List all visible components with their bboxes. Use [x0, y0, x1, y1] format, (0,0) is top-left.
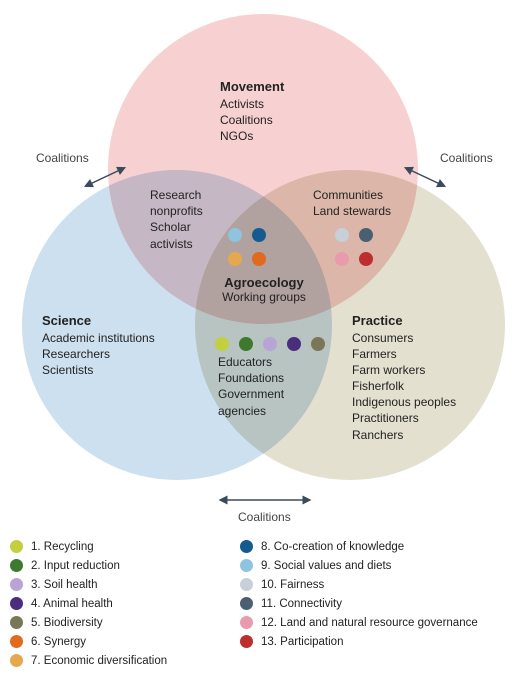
label-practice-item: Indigenous peoples — [352, 394, 456, 410]
label-movement-item: Coalitions — [220, 112, 284, 128]
label-practice-item: Farm workers — [352, 362, 456, 378]
legend-item: 5. Biodiversity — [10, 616, 240, 629]
legend-swatch — [240, 597, 253, 610]
label-movement-title: Movement — [220, 78, 284, 96]
legend-text: 4. Animal health — [31, 598, 113, 610]
arrow-icon — [400, 163, 450, 193]
principle-dot — [215, 337, 229, 351]
legend-item: 1. Recycling — [10, 540, 240, 553]
label-practice-item: Practitioners — [352, 410, 456, 426]
legend-swatch — [10, 654, 23, 667]
principle-dot — [287, 337, 301, 351]
label-science-item: Academic institutions — [42, 330, 155, 346]
legend-col-left: 1. Recycling 2. Input reduction 3. Soil he… — [10, 540, 240, 667]
label-practice-item: Farmers — [352, 346, 456, 362]
label-center-subtitle: Working groups — [204, 290, 324, 304]
legend-swatch — [10, 559, 23, 572]
legend-text: 11. Connectivity — [261, 598, 342, 610]
legend-item: 8. Co-creation of knowledge — [240, 540, 478, 553]
principle-dot — [359, 228, 373, 242]
legend-item: 4. Animal health — [10, 597, 240, 610]
label-ms-item: Scholar — [150, 219, 203, 235]
principle-dot — [335, 228, 349, 242]
arrow-icon — [215, 492, 315, 508]
legend-item: 2. Input reduction — [10, 559, 240, 572]
label-ms-item: Research — [150, 187, 203, 203]
label-practice-item: Ranchers — [352, 427, 456, 443]
principle-dot — [263, 337, 277, 351]
legend-text: 1. Recycling — [31, 541, 94, 553]
principle-dot — [359, 252, 373, 266]
label-sp-item: Foundations — [218, 370, 284, 386]
label-science-practice: Educators Foundations Government agencie… — [218, 354, 284, 419]
legend-swatch — [240, 616, 253, 629]
legend-text: 3. Soil health — [31, 579, 98, 591]
legend-item: 3. Soil health — [10, 578, 240, 591]
legend-swatch — [240, 540, 253, 553]
coalition-label-b: Coalitions — [238, 510, 291, 524]
principle-dot — [311, 337, 325, 351]
legend-text: 13. Participation — [261, 636, 343, 648]
label-science-item: Scientists — [42, 362, 155, 378]
label-science-title: Science — [42, 312, 155, 330]
legend-swatch — [10, 635, 23, 648]
label-movement-practice: Communities Land stewards — [313, 187, 391, 219]
legend-item: 6. Synergy — [10, 635, 240, 648]
legend-swatch — [10, 578, 23, 591]
legend-text: 6. Synergy — [31, 636, 86, 648]
label-science: Science Academic institutions Researcher… — [42, 312, 155, 378]
principle-dot — [239, 337, 253, 351]
legend-item: 7. Economic diversification — [10, 654, 240, 667]
legend-text: 5. Biodiversity — [31, 617, 103, 629]
principle-dot — [228, 252, 242, 266]
legend-swatch — [10, 616, 23, 629]
label-practice-item: Consumers — [352, 330, 456, 346]
legend-item: 11. Connectivity — [240, 597, 478, 610]
label-sp-item: Government — [218, 386, 284, 402]
legend: 1. Recycling 2. Input reduction 3. Soil he… — [10, 540, 517, 667]
principle-dot — [252, 252, 266, 266]
label-movement-item: Activists — [220, 96, 284, 112]
principle-dot — [228, 228, 242, 242]
label-practice-item: Fisherfolk — [352, 378, 456, 394]
label-ms-item: activists — [150, 236, 203, 252]
label-mp-item: Land stewards — [313, 203, 391, 219]
label-center-title: Agroecology — [204, 275, 324, 290]
legend-swatch — [240, 578, 253, 591]
label-movement-item: NGOs — [220, 128, 284, 144]
label-ms-item: nonprofits — [150, 203, 203, 219]
principle-dot — [335, 252, 349, 266]
legend-swatch — [10, 540, 23, 553]
legend-text: 12. Land and natural resource governance — [261, 617, 478, 629]
label-sp-item: Educators — [218, 354, 284, 370]
legend-text: 7. Economic diversification — [31, 655, 167, 667]
legend-text: 10. Fairness — [261, 579, 324, 591]
legend-text: 2. Input reduction — [31, 560, 120, 572]
legend-swatch — [240, 635, 253, 648]
label-movement: Movement Activists Coalitions NGOs — [220, 78, 284, 144]
label-practice-title: Practice — [352, 312, 456, 330]
legend-col-right: 8. Co-creation of knowledge 9. Social va… — [240, 540, 478, 667]
legend-item: 13. Participation — [240, 635, 478, 648]
label-movement-science: Research nonprofits Scholar activists — [150, 187, 203, 252]
label-practice: Practice Consumers Farmers Farm workers … — [352, 312, 456, 443]
principle-dot — [252, 228, 266, 242]
label-center: Agroecology Working groups — [204, 275, 324, 304]
legend-item: 12. Land and natural resource governance — [240, 616, 478, 629]
legend-swatch — [240, 559, 253, 572]
legend-item: 10. Fairness — [240, 578, 478, 591]
legend-text: 9. Social values and diets — [261, 560, 391, 572]
legend-text: 8. Co-creation of knowledge — [261, 541, 404, 553]
venn-diagram: Movement Activists Coalitions NGOs Scien… — [0, 0, 527, 530]
legend-swatch — [10, 597, 23, 610]
arrow-icon — [80, 163, 130, 193]
legend-item: 9. Social values and diets — [240, 559, 478, 572]
label-sp-item: agencies — [218, 403, 284, 419]
label-science-item: Researchers — [42, 346, 155, 362]
label-mp-item: Communities — [313, 187, 391, 203]
